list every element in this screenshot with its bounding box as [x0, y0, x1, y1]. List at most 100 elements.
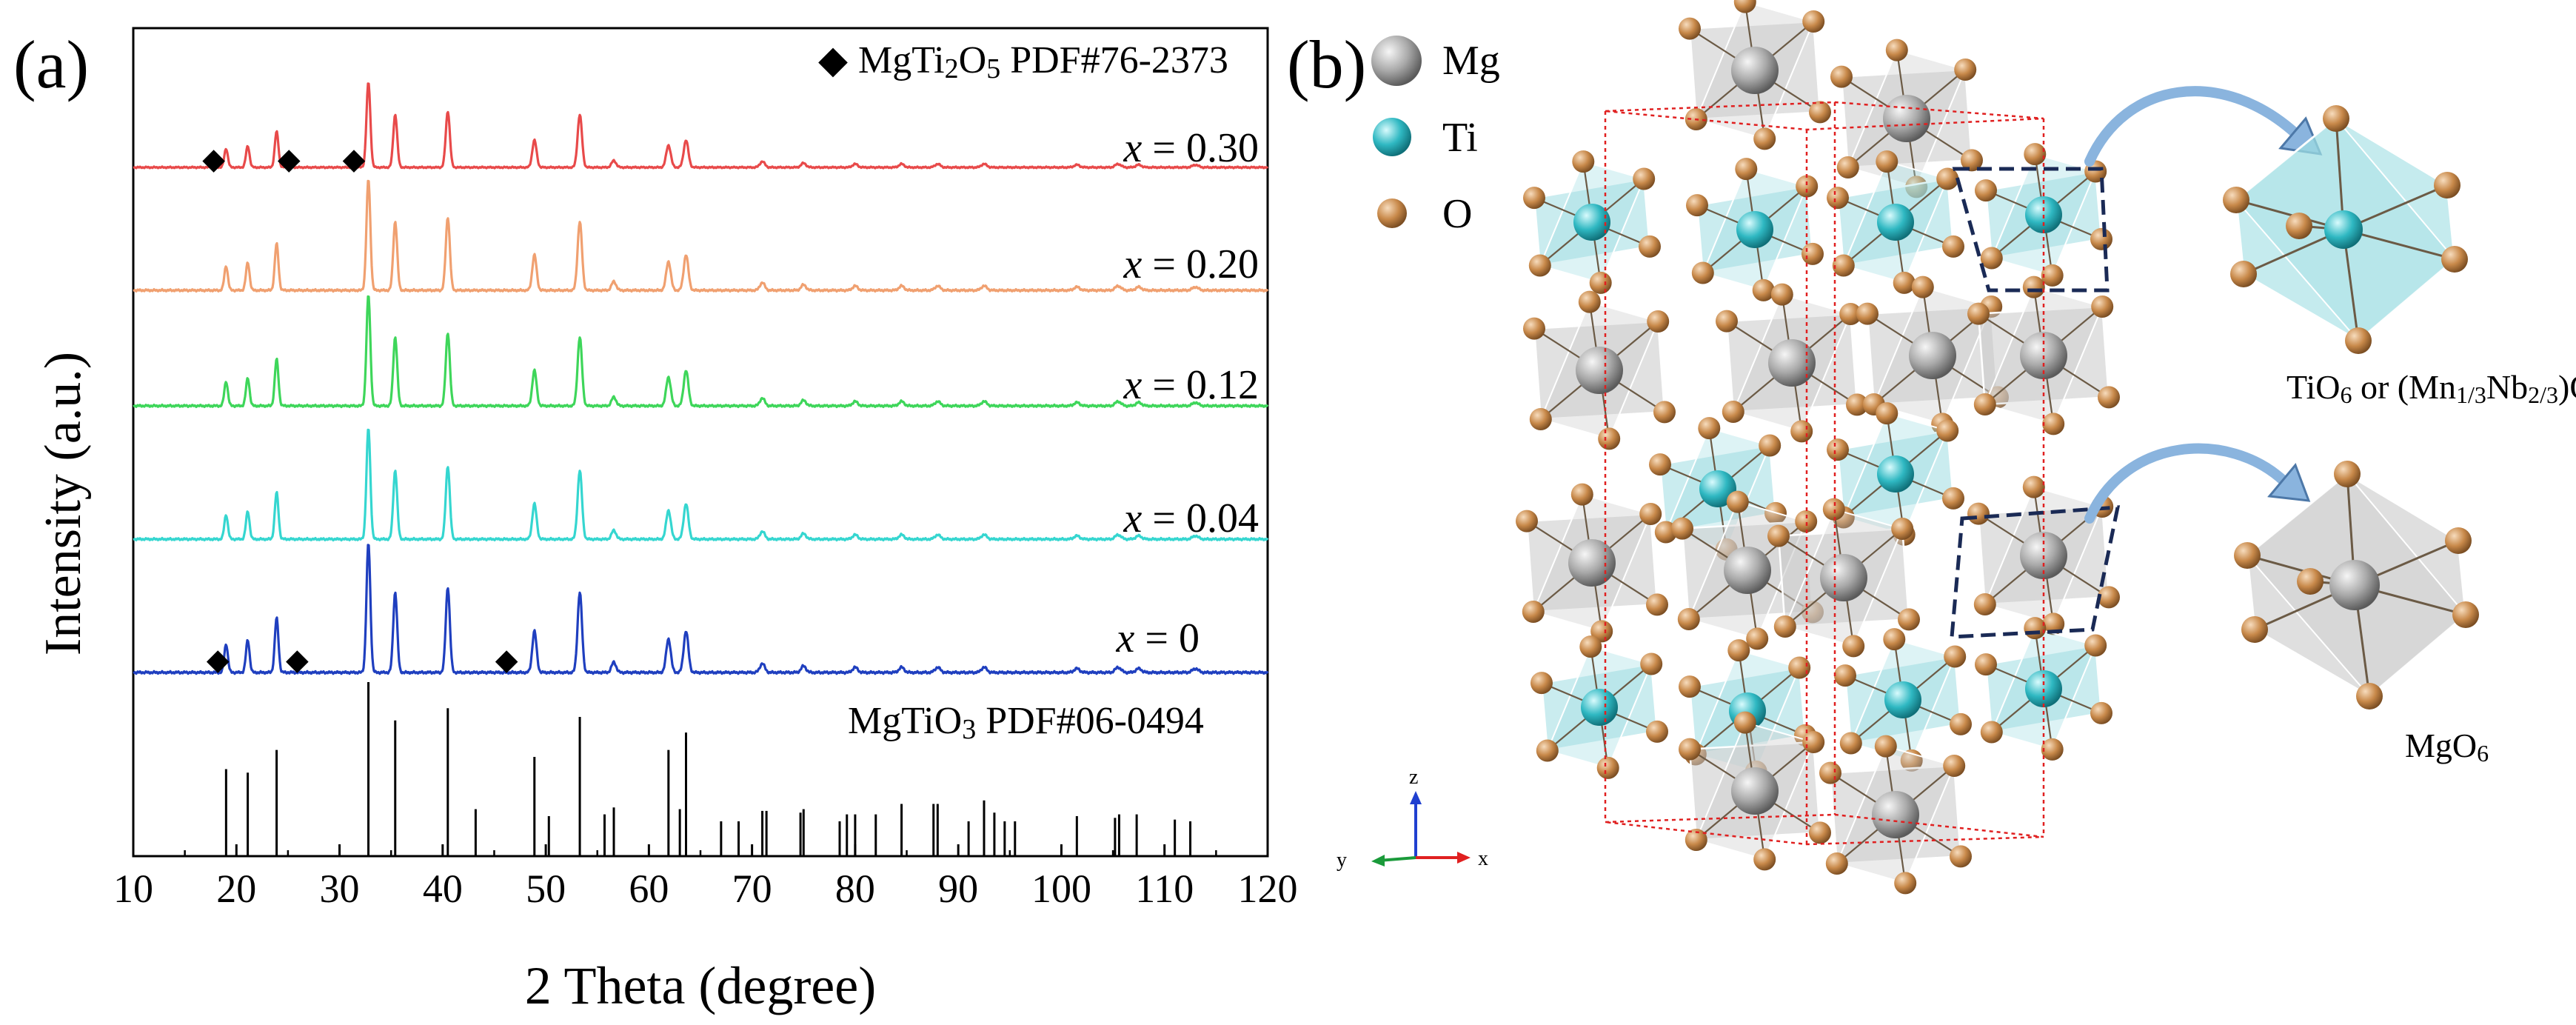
o-atom [1975, 179, 1997, 202]
o-atom [1980, 721, 2003, 744]
o-atom [1686, 194, 1708, 217]
central-atom [2324, 210, 2363, 249]
mgo6-label: MgO6 [2405, 727, 2489, 767]
x-tick-label: 120 [1238, 867, 1298, 911]
o-atom [1874, 735, 1897, 758]
o-atom [1961, 149, 1983, 172]
mgti2o5-diamond: ◆ [278, 142, 301, 176]
xrd-trace-1 [133, 179, 1269, 293]
o-atom [1975, 653, 1997, 676]
central-atom [1877, 455, 1914, 493]
x-tick-label: 80 [835, 867, 875, 911]
o-atom [1647, 310, 1670, 333]
octahedron [1530, 635, 1668, 779]
octahedron [1679, 0, 1831, 150]
o-atom [1894, 872, 1917, 895]
o-atom [1876, 402, 1898, 425]
xrd-trace-3 [133, 428, 1269, 542]
o-atom [1579, 635, 1602, 658]
central-atom [1699, 470, 1736, 507]
o-atom [1822, 498, 1845, 521]
o-atom [1770, 283, 1793, 306]
o-atom [1942, 487, 1964, 510]
panel-a: (a) ◆ MgTi2O5 PDF#76-2373 Intensity (a.u.… [13, 27, 1298, 1015]
ti-atom-icon [1373, 118, 1411, 156]
o-atom [1898, 608, 1920, 631]
o-atom [1735, 158, 1758, 181]
o-atom [1950, 712, 1972, 735]
o-atom [2098, 586, 2120, 609]
o-atom [1834, 664, 1856, 687]
o-atom [2022, 276, 2045, 298]
x-axis-tick-labels: 10 20 30 40 50 60 70 80 90 100 110 120 [113, 867, 1298, 911]
o-atom [2356, 683, 2383, 710]
xrd-traces [133, 82, 1269, 675]
o-atom [1639, 503, 1662, 525]
o-atom [2323, 105, 2349, 132]
y-axis-label: Intensity (a.u.) [35, 352, 92, 655]
legend-o-label: O [1442, 191, 1472, 237]
o-atom [1801, 242, 1824, 265]
cell-edge [1605, 813, 2044, 846]
o-atom [1572, 150, 1595, 173]
o-atom [1746, 627, 1769, 650]
o-atom [1646, 593, 1668, 616]
octahedron [1767, 498, 1920, 658]
o-atom [1759, 434, 1782, 457]
o-atom [1950, 845, 1972, 868]
o-atom [1827, 438, 1849, 461]
o-atom [1936, 419, 1959, 442]
mgti2o5-diamond: ◆ [495, 643, 518, 676]
o-atom [1679, 17, 1701, 40]
o-atom [1529, 408, 1552, 430]
o-atom [2091, 296, 2114, 318]
o-atom [1722, 401, 1744, 423]
o-atom [1716, 310, 1738, 333]
central-atom [1877, 204, 1914, 241]
x-axis-label: 2 Theta (degree) [525, 956, 876, 1015]
legend-mg-label: Mg [1442, 38, 1500, 84]
central-atom [1573, 204, 1610, 241]
o-atom [1589, 271, 1612, 294]
x-tick-label: 20 [216, 867, 256, 911]
xrd-trace-4 [133, 544, 1269, 675]
tio6-highlight-box [1952, 167, 2110, 293]
o-atom [2445, 527, 2472, 554]
o-atom [2042, 413, 2065, 435]
o-atom [1753, 127, 1776, 150]
x-tick-label: 100 [1031, 867, 1091, 911]
o-atom [1679, 738, 1701, 761]
central-atom [1731, 767, 1779, 815]
series-label: x = 0.04 [1123, 495, 1259, 541]
bottom-curved-arrow [2084, 443, 2289, 524]
o-atom [1883, 628, 1906, 651]
o-atom [2334, 461, 2361, 487]
o-atom [1726, 490, 1749, 513]
central-atom [1581, 689, 1618, 726]
o-atom [1727, 639, 1750, 662]
mgti2o5-legend: ◆ MgTi2O5 PDF#76-2373 [818, 39, 1228, 84]
central-atom [1884, 681, 1921, 718]
o-atom [2090, 701, 2112, 724]
axis-triad: z x y [1336, 766, 1488, 872]
reference-bars [224, 682, 1192, 856]
mgti2o5-markers: ◆ ◆ ◆ ◆ ◆ ◆ [202, 142, 518, 676]
o-atom [2223, 187, 2249, 213]
o-atom [1830, 65, 1853, 88]
x-tick-label: 40 [423, 867, 463, 911]
o-atom [1943, 755, 1966, 777]
o-atom [1967, 302, 1990, 325]
o-atom [1685, 829, 1707, 851]
o-atom [2230, 261, 2257, 287]
x-tick-label: 30 [320, 867, 360, 911]
o-atom [1809, 101, 1831, 124]
o-atom [1639, 235, 1661, 258]
central-atom [1768, 339, 1816, 387]
central-atom [2329, 560, 2380, 610]
o-atom [1633, 167, 1656, 190]
o-atom [1522, 601, 1545, 623]
mg-atom-icon [1371, 36, 1422, 86]
o-atom [2286, 213, 2312, 239]
octahedron [1819, 735, 1972, 895]
